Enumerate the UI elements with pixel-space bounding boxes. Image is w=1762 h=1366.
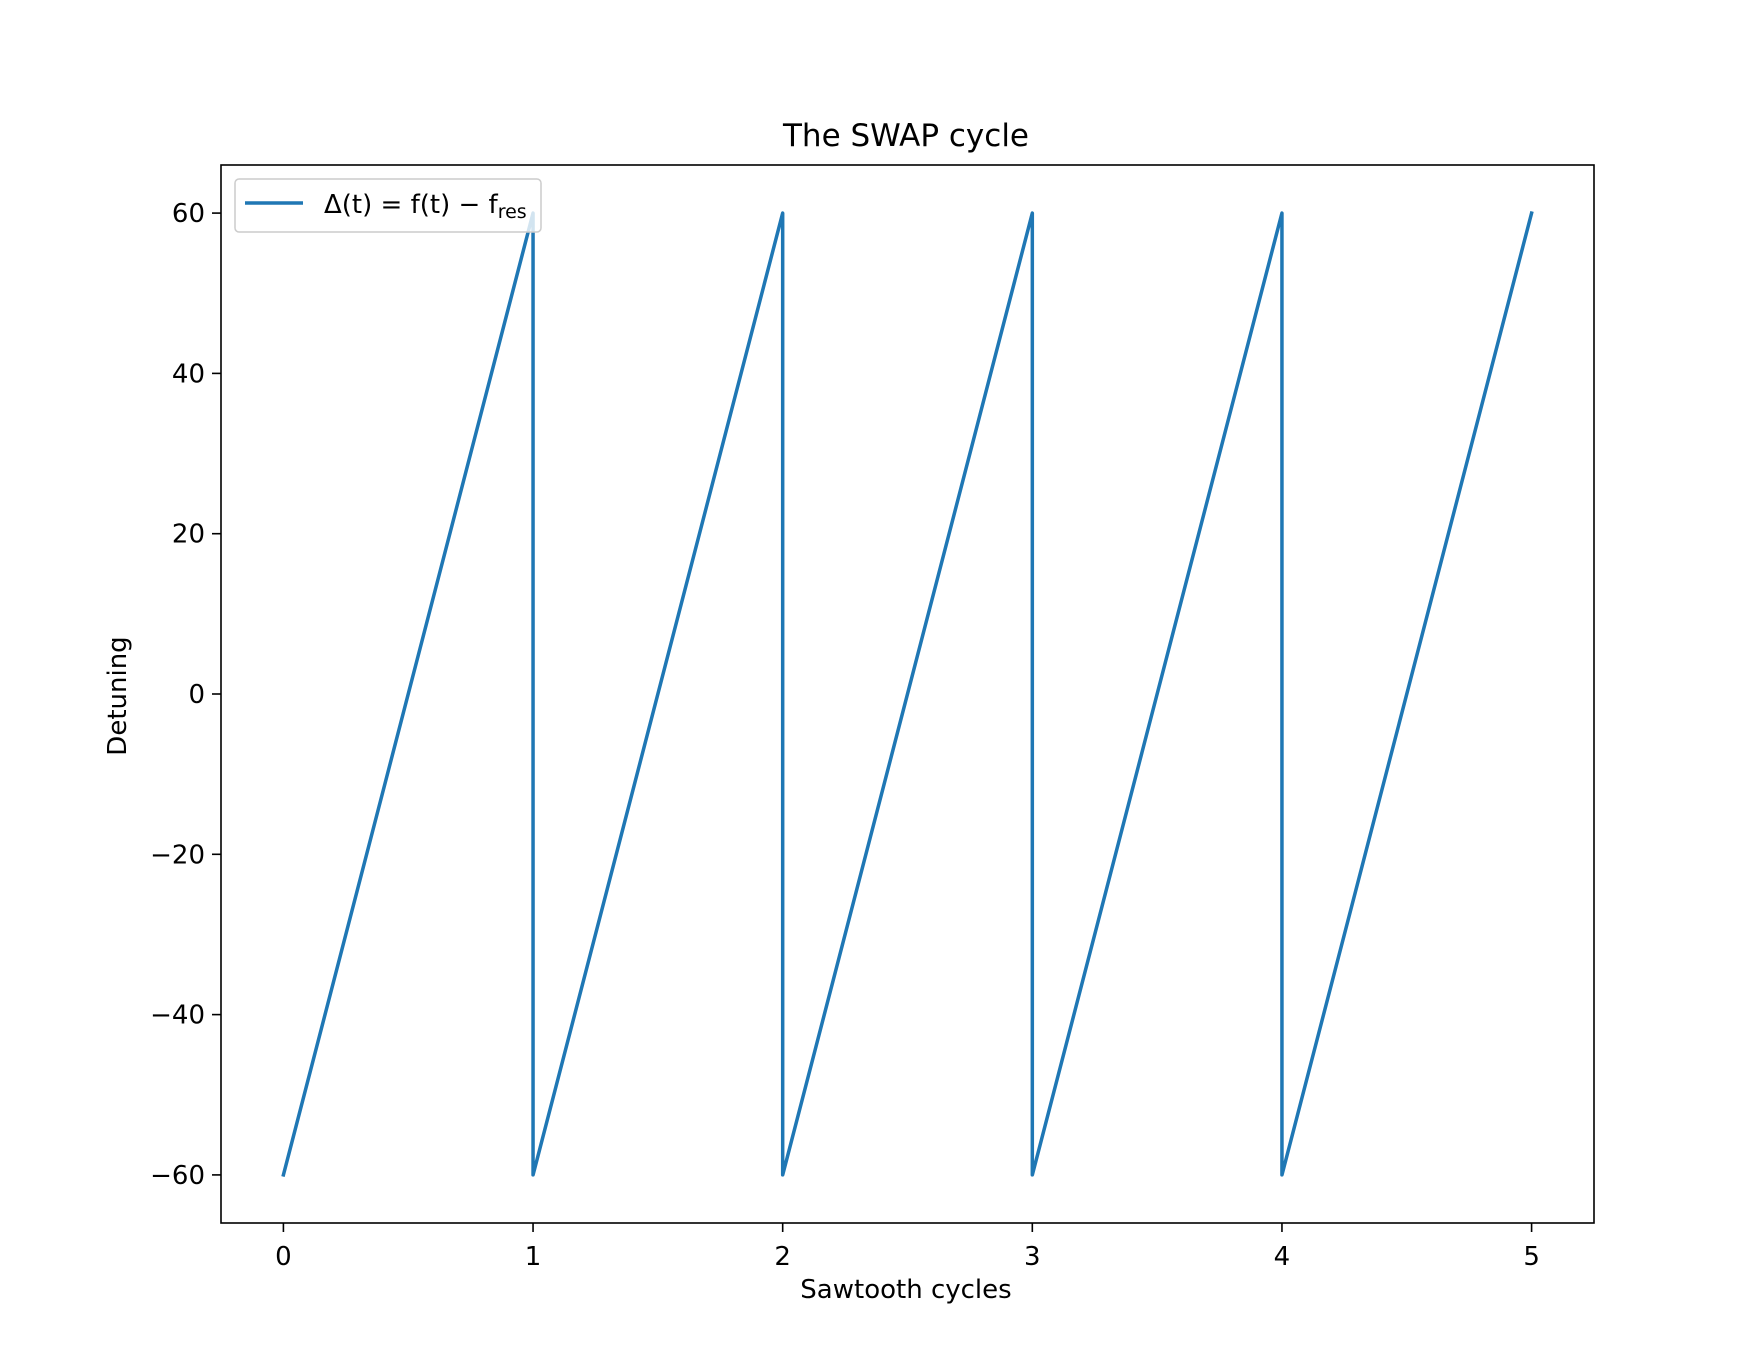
legend: Δ(t) = f(t) − fres (234, 178, 542, 233)
legend-frame (234, 178, 542, 233)
y-tick-label: 20 (172, 520, 205, 550)
y-tick-label: −20 (150, 840, 205, 870)
series-line-0 (281, 210, 1534, 1178)
y-axis-label: Detuning (103, 636, 133, 755)
y-tick-label: 40 (172, 359, 205, 389)
legend-label-main: Δ(t) = f(t) − f (324, 190, 499, 220)
y-tick-label: −60 (150, 1161, 205, 1191)
x-tick-label: 5 (1523, 1242, 1540, 1272)
x-axis-label: Sawtooth cycles (800, 1275, 1011, 1305)
x-tick-label: 3 (1024, 1242, 1041, 1272)
chart-title: The SWAP cycle (782, 118, 1029, 154)
y-tick-label: 0 (188, 680, 205, 710)
plot-area: 0 1 2 3 4 5 −60 −40 −20 0 20 40 60 (150, 164, 1595, 1272)
x-tick-label: 1 (525, 1242, 542, 1272)
legend-label-subscript: res (498, 201, 527, 223)
legend-label: Δ(t) = f(t) − fres (324, 190, 527, 223)
x-tick-label: 4 (1274, 1242, 1291, 1272)
x-tick-label: 2 (774, 1242, 791, 1272)
x-tick-label: 0 (275, 1242, 292, 1272)
y-tick-label: 60 (172, 199, 205, 229)
y-tick-label: −40 (150, 1001, 205, 1031)
